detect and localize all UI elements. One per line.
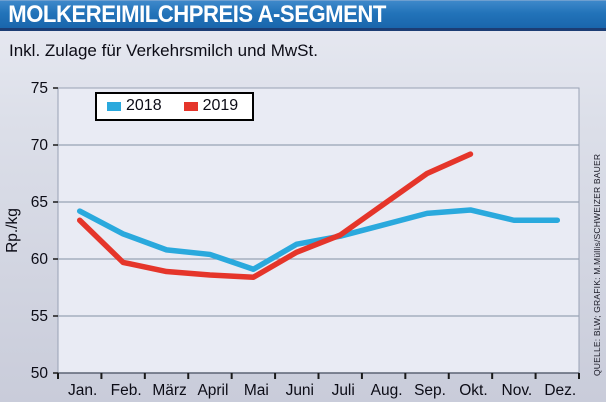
x-axis-label: Feb.	[111, 382, 142, 399]
chart-subtitle: Inkl. Zulage für Verkehrsmilch und MwSt.	[9, 41, 318, 60]
x-axis-label: April	[197, 382, 228, 399]
chart-legend: 2018 2019	[95, 92, 255, 121]
legend-item-2019: 2019	[183, 97, 239, 115]
title-banner: MOLKEREIMILCHPREIS A-SEGMENT	[0, 0, 606, 31]
x-axis-label: Juli	[332, 382, 355, 399]
y-axis-title: Rp./kg	[4, 208, 21, 253]
x-axis-label: Juni	[286, 382, 314, 399]
legend-swatch-2019	[183, 101, 198, 111]
legend-label: 2019	[202, 97, 239, 114]
x-axis-label: Nov.	[502, 382, 533, 399]
y-axis-label: 75	[31, 80, 48, 97]
plot-area	[57, 87, 580, 374]
legend-item-2018: 2018	[107, 97, 162, 115]
x-axis-label: Aug.	[371, 382, 403, 399]
y-axis-label: 70	[31, 137, 49, 154]
y-axis-label: 60	[31, 251, 49, 268]
source-note: QUELLE: BLW; GRAFIK: M.Müllis/SCHWEIZER …	[592, 153, 602, 376]
y-axis-label: 65	[31, 194, 48, 211]
x-axis-label: Sep.	[414, 382, 446, 399]
x-axis-label: Dez.	[544, 382, 576, 399]
series-line-2019	[76, 151, 474, 280]
y-axis-label: 55	[31, 308, 48, 325]
x-axis-label: Okt.	[459, 382, 487, 399]
legend-label: 2018	[126, 97, 162, 114]
x-axis-label: Mai	[244, 382, 269, 399]
legend-swatch-2018	[107, 101, 121, 111]
x-axis-label: März	[152, 382, 186, 399]
series-line-2018	[76, 207, 561, 273]
y-axis-label: 50	[31, 365, 49, 382]
x-axis-label: Jan.	[68, 382, 97, 399]
page-title: MOLKEREIMILCHPREIS A-SEGMENT	[8, 0, 386, 28]
